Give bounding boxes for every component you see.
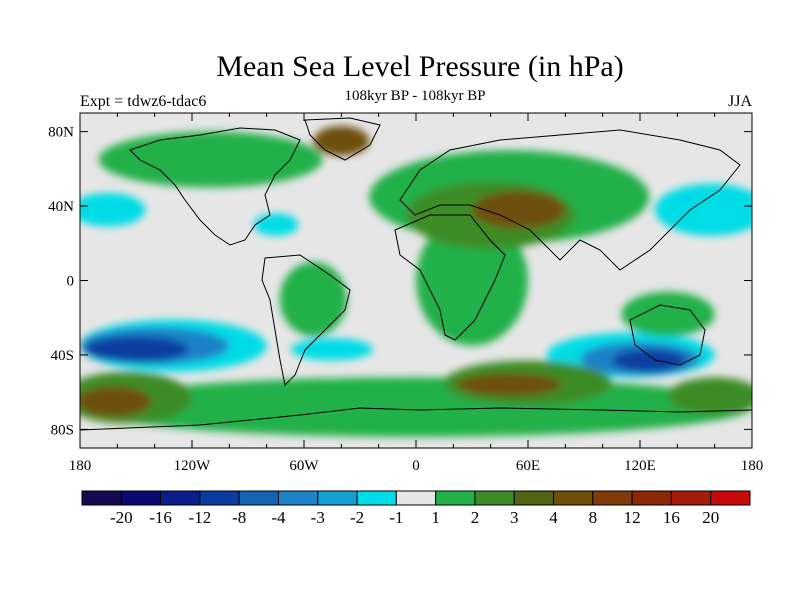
lon-tick-label: 60W [289, 458, 319, 474]
region-north-pacific-cyan [654, 183, 752, 236]
colorbar-label: 3 [510, 508, 519, 527]
australia-coast [629, 304, 706, 366]
region-east-pacific-cyan [80, 193, 146, 227]
region-australia-green [621, 291, 715, 337]
region-atlantic-cyan [253, 213, 299, 236]
region-eurasia-brown [472, 191, 566, 229]
lat-tick-label: 40N [48, 199, 74, 215]
north-america-coast [129, 127, 301, 246]
map-title: Mean Sea Level Pressure (in hPa) [216, 50, 624, 83]
region-southern-olive-far-east [668, 377, 752, 415]
colorbar-label: -1 [389, 508, 403, 527]
colorbar-swatch [317, 490, 358, 506]
pressure-field [80, 126, 752, 437]
lat-tick-label: 40S [51, 348, 74, 364]
lon-tick-label: 120W [174, 458, 212, 474]
region-north-america-green [98, 131, 323, 188]
coastlines [80, 117, 752, 431]
colorbar-label: 2 [471, 508, 480, 527]
colorbar-label: -20 [110, 508, 133, 527]
colorbar-swatch [277, 490, 319, 506]
colorbar-swatch [356, 490, 397, 506]
colorbar-swatch [710, 490, 751, 506]
colorbar-labels: -20 -16 -12 -8 -4 -3 -2 -1 1 2 3 4 8 12 16 20 [110, 508, 719, 527]
region-south-indian-deep [612, 349, 687, 372]
colorbar-label: -12 [189, 508, 212, 527]
colorbar-swatch [160, 490, 201, 506]
colorbar-label: -16 [149, 508, 172, 527]
colorbar-label: -8 [232, 508, 246, 527]
region-southern-brown-east [457, 373, 562, 396]
colorbar-swatch [238, 490, 279, 506]
eurasia-coast [399, 129, 741, 271]
south-america-coast [261, 254, 351, 387]
colorbar-label: -2 [350, 508, 364, 527]
lon-tick-label: 180 [69, 458, 92, 474]
colorbar-label: 12 [624, 508, 641, 527]
lon-tick-label: 60E [516, 458, 540, 474]
map-subtitle: 108kyr BP - 108kyr BP [344, 88, 486, 104]
colorbar-swatch [120, 490, 162, 506]
colorbar-label: 1 [431, 508, 440, 527]
lon-tick-label: 0 [412, 458, 420, 474]
experiment-label: Expt = tdwz6-tdac6 [80, 93, 207, 110]
region-south-atlantic-cyan [290, 338, 374, 361]
region-south-america-green [279, 261, 347, 337]
region-greenland-brown [313, 126, 370, 156]
colorbar-label: -4 [271, 508, 286, 527]
lon-tick-label: 180 [741, 458, 764, 474]
lon-tick-label: 120E [624, 458, 656, 474]
lat-tick-label: 80N [48, 125, 74, 141]
colorbar [81, 490, 751, 506]
colorbar-swatch [553, 490, 594, 506]
colorbar-swatch [199, 490, 240, 506]
colorbar-label: 16 [663, 508, 680, 527]
colorbar-label: 20 [702, 508, 719, 527]
region-south-pacific-deep [83, 336, 189, 363]
latitude-axis: 80N 40N 0 40S 80S [48, 125, 752, 438]
lat-tick-label: 80S [51, 422, 74, 438]
colorbar-swatch [631, 490, 672, 506]
region-southern-brown-west [80, 386, 151, 417]
colorbar-swatch [474, 490, 515, 506]
colorbar-swatch [435, 490, 476, 506]
colorbar-label: 4 [549, 508, 558, 527]
africa-coast [394, 214, 506, 341]
colorbar-swatch [670, 490, 712, 506]
lat-tick-label: 0 [67, 274, 75, 290]
longitude-axis: 180 120W 60W 0 60E 120E 180 [69, 113, 764, 474]
colorbar-label: 8 [589, 508, 598, 527]
colorbar-swatch [81, 490, 122, 506]
antarctica-coast [80, 407, 752, 431]
colorbar-label: -3 [311, 508, 325, 527]
colorbar-swatch [513, 490, 555, 506]
colorbar-swatch [592, 490, 633, 506]
greenland-coast [304, 117, 381, 161]
season-label: JJA [727, 93, 752, 110]
colorbar-swatch [395, 490, 437, 506]
